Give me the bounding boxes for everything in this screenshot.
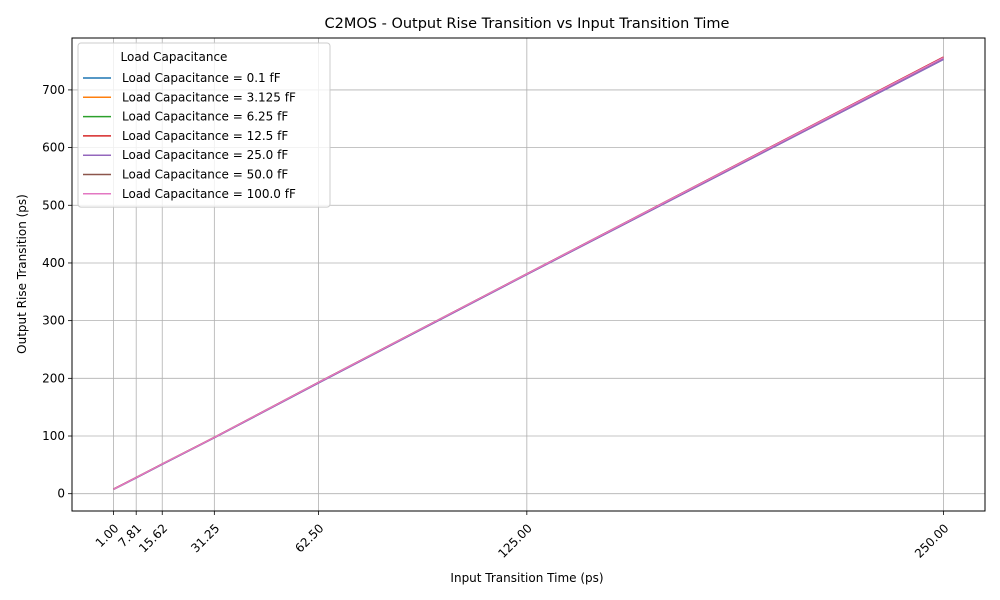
legend-entry-label: Load Capacitance = 0.1 fF <box>122 71 281 85</box>
x-tick-label: 250.00 <box>912 521 952 561</box>
x-tick-label: 31.25 <box>188 521 222 555</box>
x-axis-title: Input Transition Time (ps) <box>450 571 603 585</box>
y-tick-label: 500 <box>42 198 65 212</box>
legend-entry-label: Load Capacitance = 12.5 fF <box>122 129 288 143</box>
y-tick-label: 100 <box>42 429 65 443</box>
legend-entry-label: Load Capacitance = 50.0 fF <box>122 168 288 182</box>
x-tick-label: 125.00 <box>495 521 535 561</box>
y-axis-ticks: 0 100 200 300 400 500 600 700 <box>42 83 72 501</box>
legend-entry-label: Load Capacitance = 25.0 fF <box>122 148 288 162</box>
y-tick-label: 700 <box>42 83 65 97</box>
y-tick-label: 600 <box>42 141 65 155</box>
x-tick-label: 15.62 <box>136 521 170 555</box>
x-tick-label: 1.00 <box>93 521 122 550</box>
legend: Load Capacitance Load Capacitance = 0.1 f… <box>77 42 331 208</box>
y-tick-label: 0 <box>57 487 65 501</box>
chart-title: C2MOS - Output Rise Transition vs Input … <box>325 16 730 32</box>
plot-frame <box>71 37 986 512</box>
legend-entry-label: Load Capacitance = 3.125 fF <box>122 90 296 104</box>
y-tick-label: 200 <box>42 371 65 385</box>
legend-entry-label: Load Capacitance = 100.0 fF <box>122 187 296 201</box>
legend-box <box>77 42 331 208</box>
series-line <box>113 56 944 490</box>
legend-title: Load Capacitance <box>121 50 228 64</box>
legend-entry-label: Load Capacitance = 6.25 fF <box>122 110 288 124</box>
series-lines <box>113 56 944 491</box>
x-tick-label: 62.50 <box>292 521 326 555</box>
y-tick-label: 300 <box>42 314 65 328</box>
y-tick-label: 400 <box>42 256 65 270</box>
y-axis-title: Output Rise Transition (ps) <box>15 194 29 354</box>
